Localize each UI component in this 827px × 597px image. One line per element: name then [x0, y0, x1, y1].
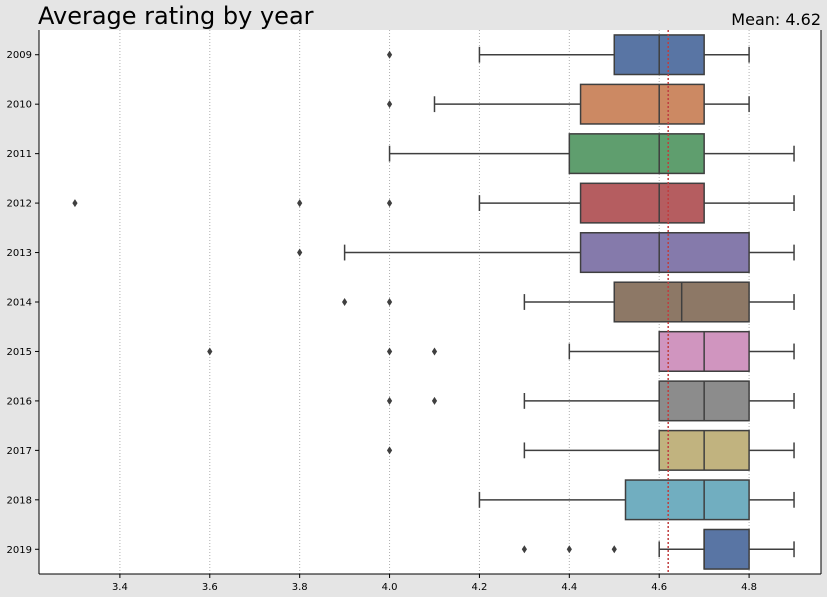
y-tick-label: 2011 — [7, 149, 32, 160]
box-group-2009 — [386, 34, 750, 76]
outlier-point — [342, 298, 348, 306]
y-tick-label: 2012 — [7, 199, 32, 210]
outlier-point — [431, 347, 438, 356]
box — [703, 528, 750, 570]
outlier-point — [386, 199, 393, 208]
box-group-2011 — [388, 133, 795, 175]
y-tick-label: 2016 — [7, 396, 32, 407]
y-tick-label: 2018 — [7, 495, 32, 506]
box-group-2016 — [386, 380, 795, 422]
x-tick-label: 4.2 — [471, 582, 487, 593]
axes: 3.4 3.6 3.8 4.0 4.2 4.4 4.6 4.8 2009 2010 2011 2012… — [7, 30, 822, 593]
outlier-point — [611, 545, 617, 554]
chart-title: Average rating by year — [38, 2, 314, 30]
y-tick-label: 2015 — [7, 347, 32, 358]
box-group-2010 — [386, 83, 750, 125]
outlier-point — [386, 446, 393, 455]
y-tick-label: 2013 — [7, 248, 32, 259]
box — [579, 232, 750, 274]
outlier-point — [386, 298, 393, 306]
outlier-point — [297, 199, 303, 208]
outlier-point — [386, 100, 393, 109]
y-tick-label: 2014 — [7, 298, 32, 309]
outlier-point — [431, 396, 438, 405]
outlier-point — [207, 347, 213, 356]
box-group-2013 — [297, 232, 795, 274]
y-tick-label: 2010 — [7, 100, 32, 111]
mean-label: Mean: 4.62 — [731, 10, 821, 29]
x-tick-label: 4.6 — [651, 582, 667, 593]
box — [579, 83, 705, 125]
box — [624, 479, 750, 521]
outlier-point — [72, 199, 78, 208]
x-tick-label: 4.4 — [561, 582, 577, 593]
box-group-2019 — [521, 528, 795, 570]
x-tick-label: 4.0 — [382, 582, 398, 593]
x-tick-label: 3.8 — [292, 582, 308, 593]
outlier-point — [386, 347, 393, 356]
box-group-2015 — [207, 330, 795, 372]
boxes — [72, 34, 795, 570]
outlier-point — [521, 545, 527, 554]
box — [568, 133, 705, 175]
box-group-2014 — [342, 281, 795, 323]
box — [579, 182, 705, 224]
outlier-point — [386, 396, 393, 405]
y-tick-label: 2019 — [7, 545, 32, 556]
outlier-point — [386, 50, 393, 59]
box-group-2018 — [478, 479, 795, 521]
box-group-2017 — [386, 429, 795, 471]
y-tick-label: 2009 — [7, 50, 32, 61]
x-tick-label: 3.6 — [202, 582, 218, 593]
outlier-point — [566, 545, 572, 554]
box-group-2012 — [72, 182, 795, 224]
outlier-point — [297, 248, 303, 257]
x-tick-label: 4.8 — [741, 582, 757, 593]
x-tick-label: 3.4 — [112, 582, 128, 593]
y-tick-label: 2017 — [7, 446, 32, 457]
